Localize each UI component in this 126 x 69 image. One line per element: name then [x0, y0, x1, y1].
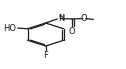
Text: H: H — [58, 14, 64, 20]
Text: HO: HO — [4, 24, 17, 33]
Text: O: O — [81, 14, 88, 23]
Text: F: F — [43, 51, 48, 60]
Text: N: N — [58, 14, 65, 23]
Text: O: O — [69, 27, 75, 36]
